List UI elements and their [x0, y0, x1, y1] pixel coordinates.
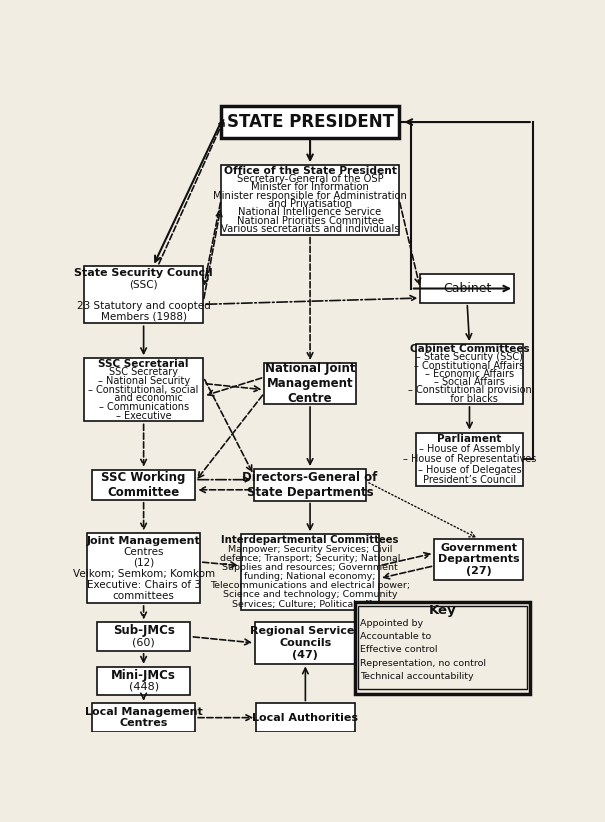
FancyBboxPatch shape — [97, 622, 191, 651]
FancyBboxPatch shape — [97, 667, 191, 695]
Text: – Constitutional, social: – Constitutional, social — [88, 385, 199, 395]
Text: (448): (448) — [128, 681, 159, 691]
Text: Local Authorities: Local Authorities — [252, 713, 358, 723]
Text: committees: committees — [113, 591, 175, 601]
FancyBboxPatch shape — [92, 469, 195, 500]
FancyBboxPatch shape — [84, 358, 203, 422]
Text: State Security Council: State Security Council — [74, 268, 213, 279]
Text: Representation, no control: Representation, no control — [360, 658, 486, 667]
Text: defence; Transport; Security; National: defence; Transport; Security; National — [220, 554, 401, 563]
FancyBboxPatch shape — [221, 106, 399, 138]
Text: Services; Culture; Political affairs: Services; Culture; Political affairs — [232, 599, 388, 608]
FancyBboxPatch shape — [87, 533, 200, 603]
Text: (60): (60) — [132, 637, 155, 648]
FancyBboxPatch shape — [255, 622, 356, 663]
Text: – House of Delegates: – House of Delegates — [417, 464, 522, 474]
Text: SSC Secretarial: SSC Secretarial — [99, 358, 189, 369]
Text: Interdepartmental Committees: Interdepartmental Committees — [221, 535, 399, 545]
Text: – House of Representatives: – House of Representatives — [403, 455, 536, 464]
Text: SSC Working
Committee: SSC Working Committee — [102, 471, 186, 499]
Text: Telecommunications and electrical power;: Telecommunications and electrical power; — [210, 581, 410, 590]
Text: Various secretariats and individuals: Various secretariats and individuals — [221, 224, 399, 234]
Text: – Constitutional provision: – Constitutional provision — [408, 386, 531, 395]
Text: – State Security (SSC): – State Security (SSC) — [416, 353, 523, 363]
FancyBboxPatch shape — [420, 275, 514, 302]
Text: Key: Key — [429, 604, 456, 617]
Text: Minister responsible for Administration: Minister responsible for Administration — [213, 191, 407, 201]
Text: Manpower; Security Services; Civil: Manpower; Security Services; Civil — [228, 545, 392, 554]
Text: Government
Departments
(27): Government Departments (27) — [438, 543, 520, 576]
Text: Members (1988): Members (1988) — [100, 312, 186, 321]
Text: SSC Secretary: SSC Secretary — [109, 367, 178, 377]
Text: – National Security: – National Security — [97, 376, 190, 386]
Text: Directors-General of
State Departments: Directors-General of State Departments — [243, 471, 378, 499]
Text: Appointed by: Appointed by — [360, 619, 423, 628]
Text: – Social Affairs: – Social Affairs — [434, 377, 505, 387]
FancyBboxPatch shape — [264, 363, 356, 404]
Text: and Privatisation: and Privatisation — [268, 199, 352, 209]
FancyBboxPatch shape — [221, 165, 399, 235]
Text: Centres: Centres — [123, 547, 164, 556]
Text: Sub-JMCs: Sub-JMCs — [113, 625, 175, 637]
Text: Mini-JMCs: Mini-JMCs — [111, 669, 176, 681]
Text: Supplies and resources; Government: Supplies and resources; Government — [222, 563, 398, 572]
FancyBboxPatch shape — [254, 469, 366, 501]
Text: Secretary-General of the OSP: Secretary-General of the OSP — [237, 174, 384, 184]
Text: Joint Management: Joint Management — [87, 536, 200, 546]
Text: National Joint
Management
Centre: National Joint Management Centre — [265, 362, 355, 405]
Text: – Communications: – Communications — [99, 402, 189, 412]
Text: National Priorities Committee: National Priorities Committee — [237, 216, 384, 226]
Text: – House of Assembly: – House of Assembly — [419, 444, 520, 455]
Text: Cabinet Committees: Cabinet Committees — [410, 344, 529, 354]
Text: – Economic Affairs: – Economic Affairs — [425, 369, 514, 379]
Text: for blacks: for blacks — [441, 394, 498, 404]
Text: Accountable to: Accountable to — [360, 632, 431, 641]
FancyBboxPatch shape — [358, 607, 527, 689]
Text: National Intelligence Service: National Intelligence Service — [238, 207, 382, 218]
Text: Minister for Information: Minister for Information — [251, 182, 369, 192]
FancyBboxPatch shape — [241, 534, 379, 610]
Text: – Executive: – Executive — [116, 411, 171, 421]
Text: Parliament: Parliament — [437, 434, 502, 444]
Text: STATE PRESIDENT: STATE PRESIDENT — [226, 113, 394, 131]
FancyBboxPatch shape — [434, 539, 523, 580]
Text: Local Management
Centres: Local Management Centres — [85, 707, 203, 728]
Text: (SSC): (SSC) — [129, 279, 158, 289]
FancyBboxPatch shape — [256, 704, 355, 732]
Text: Effective control: Effective control — [360, 645, 438, 654]
Text: (12): (12) — [133, 558, 154, 568]
Text: Cabinet: Cabinet — [443, 282, 491, 295]
Text: President’s Council: President’s Council — [423, 475, 516, 485]
FancyBboxPatch shape — [355, 602, 531, 694]
Text: 23 Statutory and coopted: 23 Statutory and coopted — [77, 301, 211, 311]
FancyBboxPatch shape — [92, 704, 195, 732]
FancyBboxPatch shape — [416, 432, 523, 487]
Text: Veikom; Semkom; Komkom: Veikom; Semkom; Komkom — [73, 569, 215, 579]
Text: – Constitutional Affairs: – Constitutional Affairs — [414, 361, 525, 371]
Text: and economic: and economic — [105, 394, 183, 404]
Text: funding; National economy;: funding; National economy; — [244, 572, 376, 581]
Text: Executive: Chairs of 3: Executive: Chairs of 3 — [87, 580, 201, 590]
Text: Office of the State President: Office of the State President — [224, 165, 396, 176]
FancyBboxPatch shape — [416, 344, 523, 404]
Text: Science and technology; Community: Science and technology; Community — [223, 590, 397, 599]
FancyBboxPatch shape — [84, 266, 203, 323]
Text: Technical accountability: Technical accountability — [360, 672, 474, 681]
Text: Regional Services
Councils
(47): Regional Services Councils (47) — [250, 626, 361, 659]
